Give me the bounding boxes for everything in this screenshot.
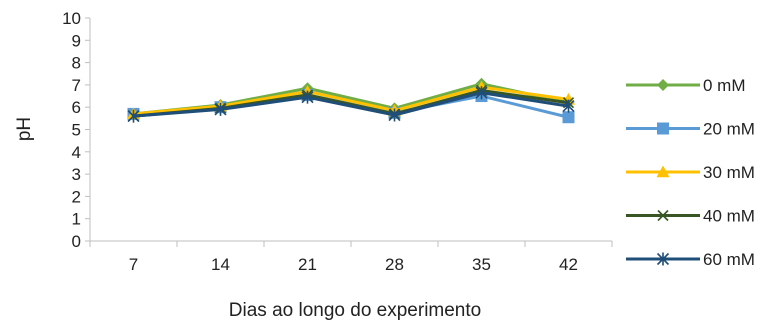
series-30-mm bbox=[127, 80, 575, 120]
y-tick-label: 4 bbox=[72, 143, 81, 162]
y-axis-ticks: 0 1 2 3 4 5 6 7 8 9 10 bbox=[62, 9, 90, 251]
data-point bbox=[127, 109, 140, 123]
legend-entry: 30 mM bbox=[626, 163, 755, 182]
x-tick-label: 14 bbox=[211, 255, 230, 274]
y-tick-label: 9 bbox=[72, 31, 81, 50]
x-tick-label: 35 bbox=[472, 255, 491, 274]
y-tick-label: 7 bbox=[72, 76, 81, 95]
x-axis-label: Dias ao longo do experimento bbox=[229, 300, 481, 321]
legend-marker bbox=[657, 79, 669, 91]
series-line bbox=[133, 91, 569, 118]
data-point bbox=[214, 102, 227, 116]
legend-label: 20 mM bbox=[703, 120, 755, 139]
series-line bbox=[133, 85, 569, 116]
legend-label: 0 mM bbox=[703, 76, 746, 95]
x-tick-label: 21 bbox=[298, 255, 317, 274]
y-tick-label: 3 bbox=[72, 165, 81, 184]
legend-entry: 40 mM bbox=[626, 207, 755, 226]
series-layer bbox=[127, 77, 575, 124]
x-tick-label: 42 bbox=[559, 255, 578, 274]
legend-label: 30 mM bbox=[703, 163, 755, 182]
y-tick-label: 0 bbox=[72, 232, 81, 251]
legend-entry: 60 mM bbox=[626, 250, 755, 269]
series-0-mm bbox=[127, 77, 575, 120]
series-60-mm bbox=[127, 86, 575, 123]
data-point bbox=[301, 90, 314, 104]
y-axis-label: pH bbox=[14, 117, 35, 141]
legend-marker bbox=[657, 122, 669, 135]
data-point bbox=[562, 111, 575, 124]
legend-label: 60 mM bbox=[703, 250, 755, 269]
data-point bbox=[475, 86, 488, 100]
legend-marker bbox=[657, 209, 669, 222]
y-tick-label: 5 bbox=[72, 121, 81, 140]
legend-marker bbox=[656, 165, 670, 178]
legend-entry: 20 mM bbox=[626, 120, 755, 139]
y-tick-label: 2 bbox=[72, 187, 81, 206]
y-tick-label: 10 bbox=[62, 9, 81, 28]
y-tick-label: 6 bbox=[72, 98, 81, 117]
x-tick-label: 28 bbox=[385, 255, 404, 274]
legend-entry: 0 mM bbox=[626, 76, 746, 95]
x-tick-label: 7 bbox=[129, 255, 138, 274]
y-tick-label: 1 bbox=[72, 210, 81, 229]
x-axis-ticks: 7 14 21 28 35 42 bbox=[89, 241, 613, 274]
legend-marker bbox=[656, 252, 670, 266]
data-point bbox=[562, 99, 575, 113]
legend: 0 mM 20 mM 30 mM 40 mM 60 mM bbox=[626, 76, 755, 269]
data-point bbox=[388, 108, 401, 122]
legend-label: 40 mM bbox=[703, 207, 755, 226]
y-tick-label: 8 bbox=[72, 54, 81, 73]
